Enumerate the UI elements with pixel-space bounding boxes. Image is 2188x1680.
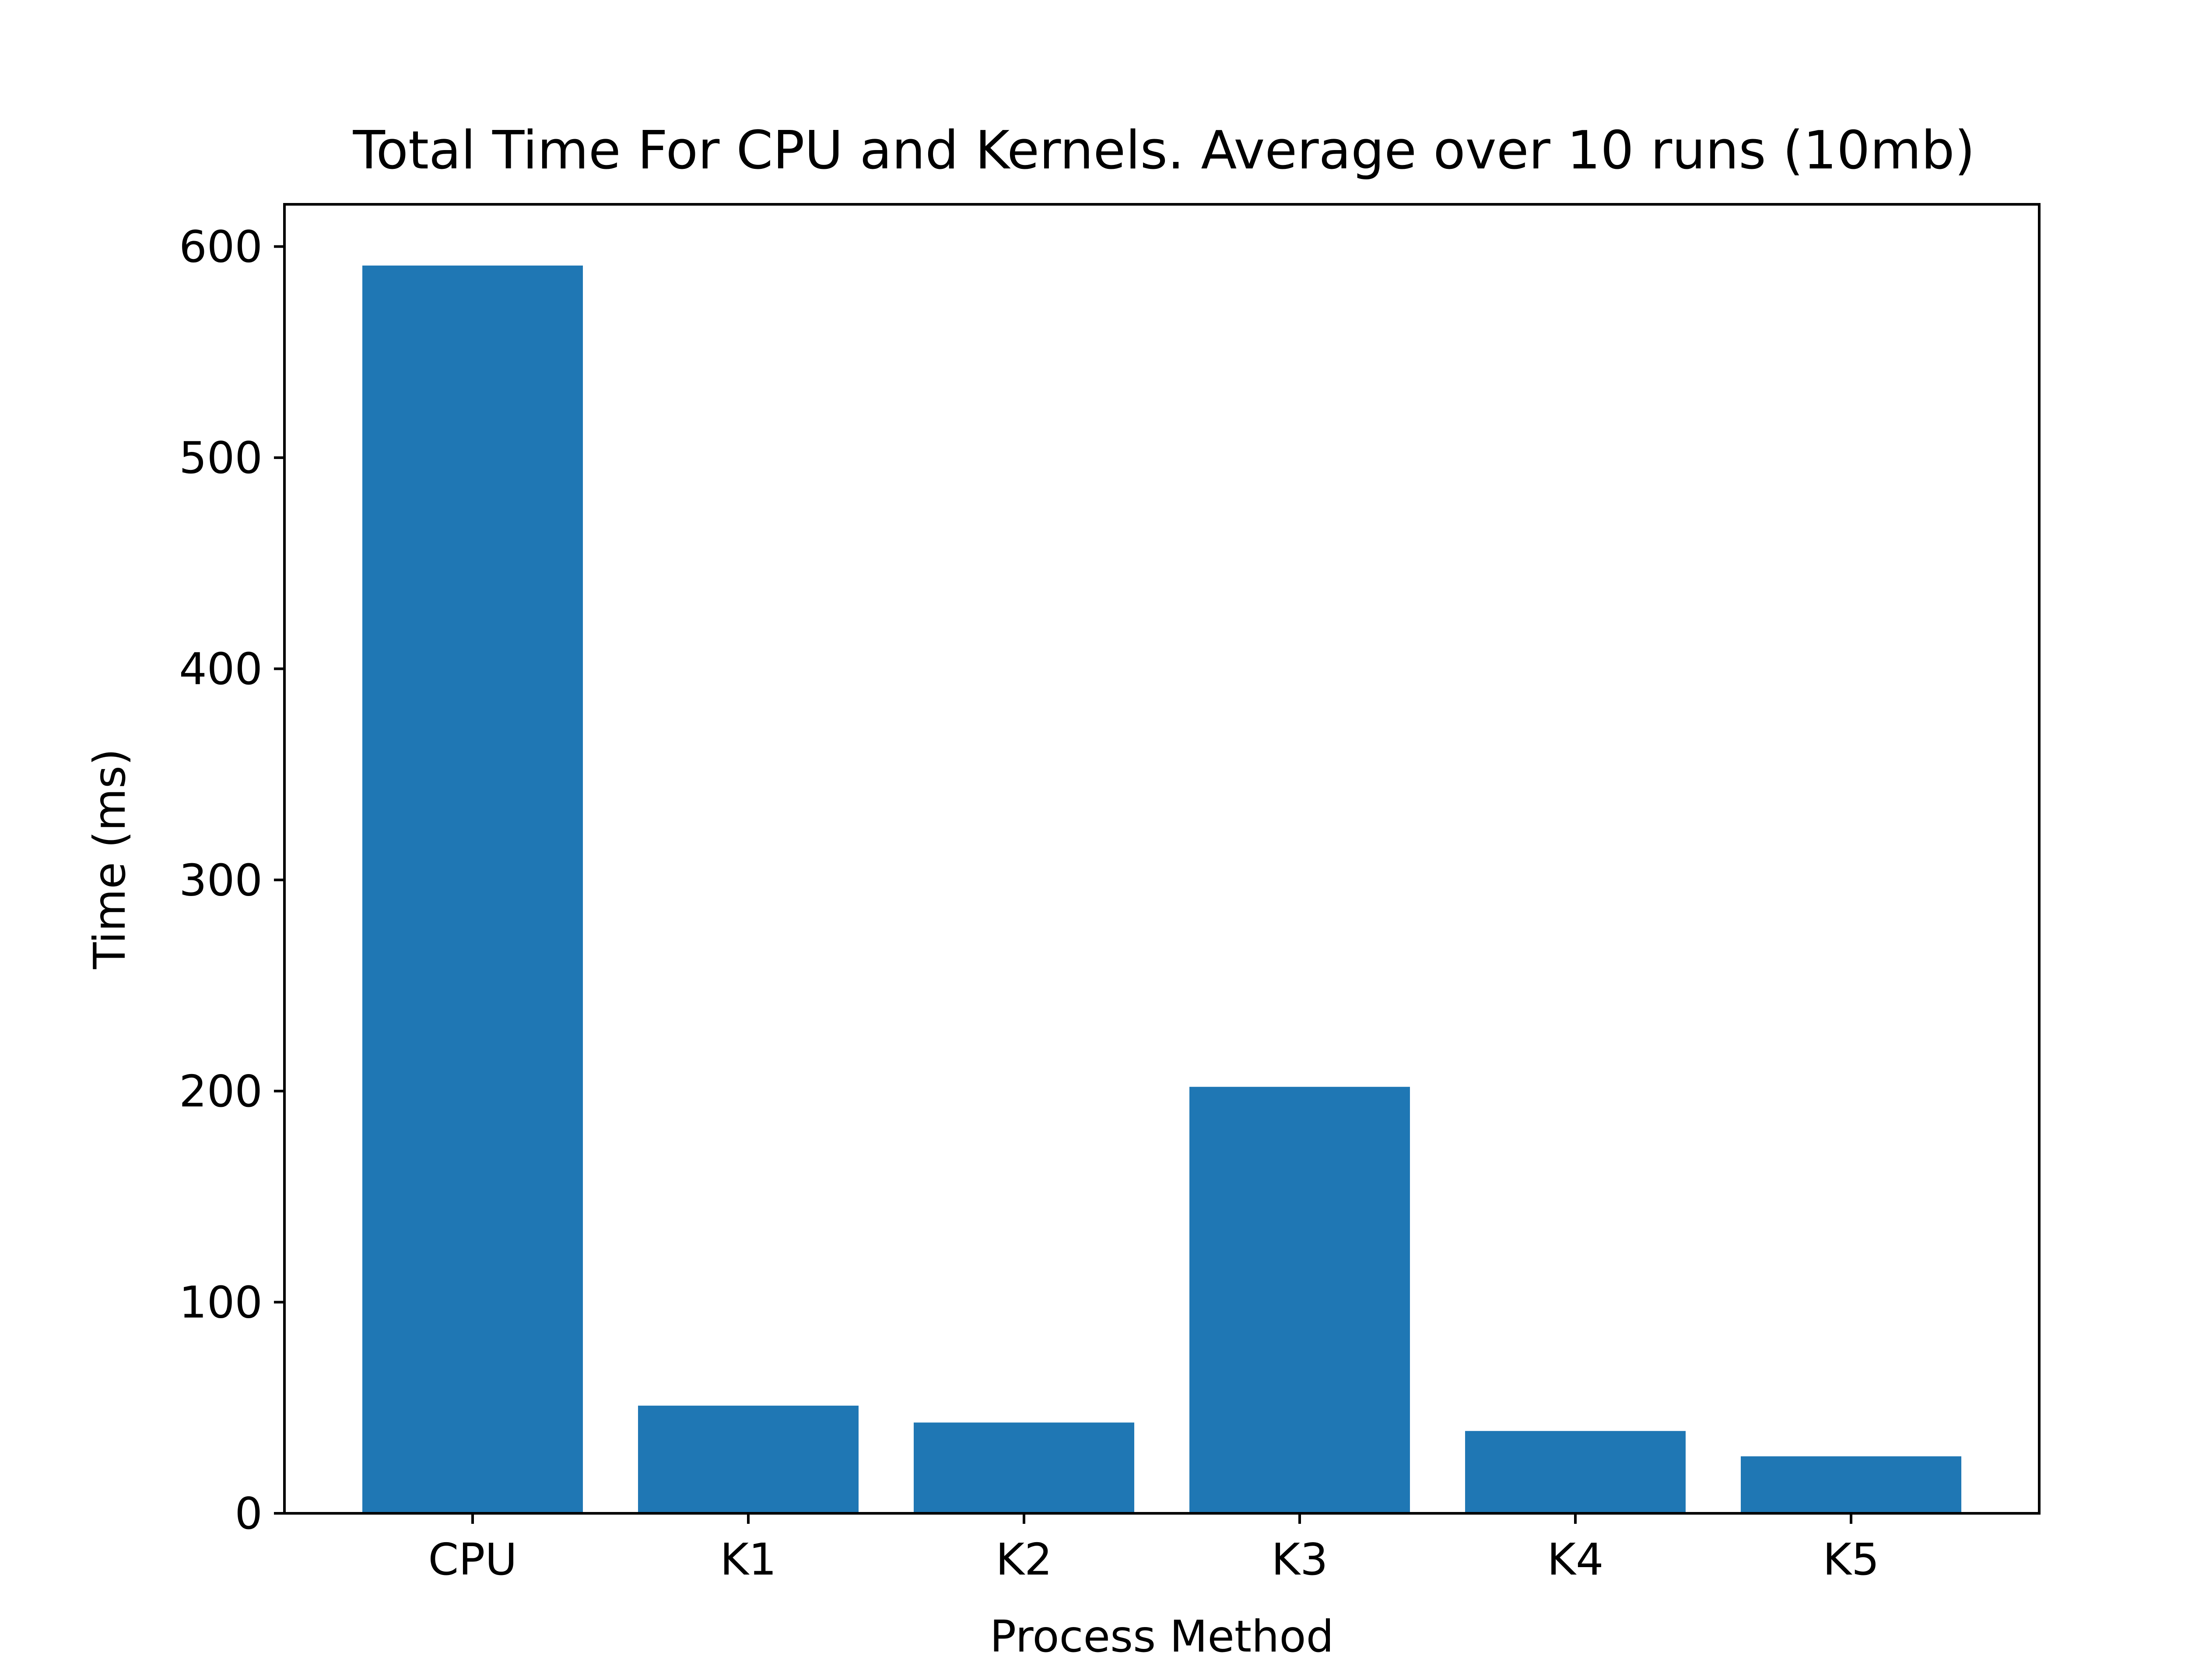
y-axis-label: Time (ms) <box>84 749 135 970</box>
bar-k4 <box>1465 1431 1686 1513</box>
bar-k3 <box>1189 1087 1410 1513</box>
y-tick-label: 300 <box>179 854 263 906</box>
y-tick-label: 600 <box>179 221 263 273</box>
bar-k5 <box>1741 1456 1961 1513</box>
bar-k2 <box>914 1422 1134 1513</box>
chart-title: Total Time For CPU and Kernels. Average … <box>353 120 1975 181</box>
x-tick-label: K1 <box>720 1534 776 1585</box>
y-axis-ticks: 0 100 200 300 400 500 600 <box>179 221 284 1539</box>
x-tick-label: K2 <box>996 1534 1052 1585</box>
y-tick-label: 0 <box>235 1488 263 1539</box>
bar-cpu <box>362 265 583 1514</box>
x-tick-label: K5 <box>1823 1534 1879 1585</box>
y-tick-label: 500 <box>179 432 263 483</box>
bar-k1 <box>638 1405 859 1513</box>
axes-frame <box>283 203 2041 1515</box>
y-tick-label: 400 <box>179 644 263 695</box>
bars <box>362 265 1961 1514</box>
x-axis-ticks: CPU K1 K2 K3 K4 K5 <box>428 1513 1879 1585</box>
x-tick-label: K4 <box>1547 1534 1603 1585</box>
x-axis-label: Process Method <box>990 1611 1334 1662</box>
x-tick-label: CPU <box>428 1534 517 1585</box>
y-tick-label: 100 <box>179 1277 263 1328</box>
x-tick-label: K3 <box>1271 1534 1328 1585</box>
y-tick-label: 200 <box>179 1066 263 1117</box>
